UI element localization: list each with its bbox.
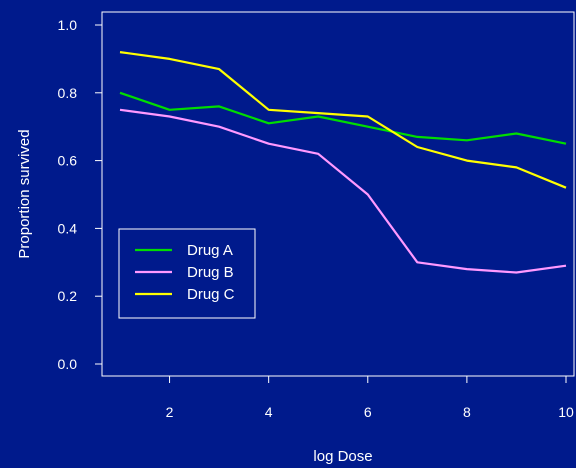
series-layer — [119, 51, 567, 274]
series-line-drug-a — [119, 91, 567, 145]
y-tick-label: 0.8 — [58, 85, 78, 101]
legend-box — [118, 228, 256, 319]
y-tick-label: 0.6 — [58, 153, 78, 169]
legend: Drug A Drug B Drug C — [118, 228, 256, 319]
x-tick-label: 2 — [166, 404, 174, 420]
x-tick-label: 6 — [364, 404, 372, 420]
y-tick-label: 1.0 — [58, 17, 78, 33]
x-tick-label: 8 — [463, 404, 471, 420]
legend-label: Drug B — [187, 264, 234, 281]
plot-frame — [101, 11, 575, 377]
axes: 2 4 6 8 10 0.0 0.2 0.4 0.6 0.8 1.0 — [58, 17, 574, 420]
x-tick-label: 4 — [265, 404, 273, 420]
y-tick-label: 0.0 — [58, 356, 78, 372]
x-tick-label: 10 — [558, 404, 574, 420]
series-line-drug-c — [119, 51, 567, 189]
y-tick-label: 0.2 — [58, 288, 78, 304]
y-axis-title: Proportion survived — [16, 129, 33, 258]
legend-label: Drug C — [187, 286, 235, 303]
x-axis-title: log Dose — [313, 448, 372, 465]
legend-label: Drug A — [187, 242, 233, 259]
y-tick-label: 0.4 — [58, 220, 78, 236]
series-line-drug-b — [119, 108, 567, 274]
